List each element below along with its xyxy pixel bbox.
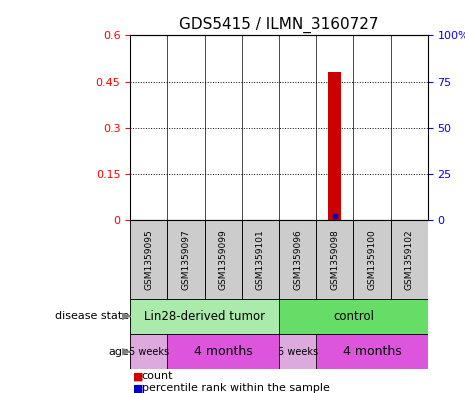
Bar — [279, 299, 428, 334]
Text: GSM1359095: GSM1359095 — [144, 229, 153, 290]
Text: Lin28-derived tumor: Lin28-derived tumor — [144, 310, 265, 323]
Bar — [279, 334, 316, 369]
Bar — [391, 220, 428, 299]
Text: GSM1359099: GSM1359099 — [219, 229, 228, 290]
Text: disease state: disease state — [55, 311, 129, 321]
Text: 4 months: 4 months — [343, 345, 401, 358]
Bar — [353, 220, 391, 299]
Text: GSM1359102: GSM1359102 — [405, 229, 414, 290]
Bar — [167, 220, 205, 299]
Text: 5 weeks: 5 weeks — [278, 347, 318, 357]
Text: percentile rank within the sample: percentile rank within the sample — [142, 383, 330, 393]
Bar — [130, 220, 167, 299]
Bar — [328, 72, 341, 220]
Bar — [242, 220, 279, 299]
Bar — [205, 220, 242, 299]
Text: GSM1359097: GSM1359097 — [181, 229, 191, 290]
Bar — [130, 334, 167, 369]
Text: 4 months: 4 months — [194, 345, 252, 358]
Text: ■: ■ — [133, 371, 143, 381]
Text: GSM1359100: GSM1359100 — [367, 229, 377, 290]
Bar — [167, 334, 279, 369]
Text: ■: ■ — [133, 383, 143, 393]
Bar — [130, 299, 279, 334]
Title: GDS5415 / ILMN_3160727: GDS5415 / ILMN_3160727 — [179, 17, 379, 33]
Bar — [316, 334, 428, 369]
Text: 5 weeks: 5 weeks — [129, 347, 169, 357]
Text: age: age — [109, 347, 129, 357]
Text: GSM1359096: GSM1359096 — [293, 229, 302, 290]
Bar — [279, 220, 316, 299]
Text: GSM1359101: GSM1359101 — [256, 229, 265, 290]
Bar — [316, 220, 353, 299]
Text: control: control — [333, 310, 374, 323]
Text: GSM1359098: GSM1359098 — [330, 229, 339, 290]
Text: count: count — [142, 371, 173, 381]
